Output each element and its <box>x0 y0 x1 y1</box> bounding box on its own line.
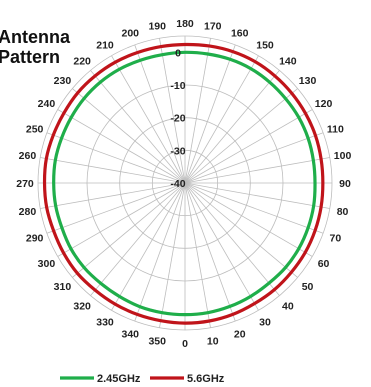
spoke-gridline <box>72 88 186 184</box>
spoke-gridline <box>184 55 259 184</box>
angle-tick-label: 310 <box>54 281 72 293</box>
ring-gridline <box>151 149 219 217</box>
spoke-gridline <box>184 157 330 184</box>
spoke-gridline <box>184 70 280 184</box>
chart-title-line-2: Pattern <box>0 47 61 67</box>
angle-tick-label: 210 <box>96 39 114 51</box>
spoke-gridline <box>90 182 186 296</box>
angle-tick-label: 220 <box>73 55 91 67</box>
spoke-gridline <box>184 38 211 184</box>
angle-tick-label: 300 <box>38 258 56 270</box>
angle-tick-label: 0 <box>182 338 188 350</box>
spoke-gridline <box>159 182 186 328</box>
spoke-gridline <box>90 70 186 184</box>
angle-tick-label: 270 <box>16 178 34 190</box>
angle-tick-label: 350 <box>148 336 166 348</box>
angle-tick-label: 160 <box>231 28 249 40</box>
angle-tick-label: 130 <box>299 75 317 87</box>
radial-tick-label: 0 <box>175 47 181 59</box>
spoke-gridline <box>184 88 298 184</box>
radial-tick-label: -30 <box>170 145 185 157</box>
polar-grid <box>37 35 333 331</box>
angle-tick-label: 70 <box>330 233 342 245</box>
angle-tick-label: 200 <box>122 28 140 40</box>
spoke-gridline <box>184 182 280 296</box>
chart-title-line-1: Antenna <box>0 27 70 47</box>
spoke-gridline <box>184 132 324 184</box>
angle-tick-label: 250 <box>26 123 44 135</box>
angle-tick-label: 60 <box>318 258 330 270</box>
radial-tick-label: -10 <box>170 80 185 92</box>
angle-tick-label: 180 <box>176 18 194 30</box>
angle-tick-label: 150 <box>256 39 274 51</box>
spoke-gridline <box>134 44 186 184</box>
spoke-gridline <box>57 109 186 184</box>
angle-tick-label: 330 <box>96 317 114 329</box>
angle-tick-label: 50 <box>302 281 314 293</box>
ring-gridline <box>119 117 251 249</box>
spoke-gridline <box>184 182 330 209</box>
radial-tick-labels: 0 -10 -20 -30 -40 <box>170 47 185 190</box>
angle-tick-label: 170 <box>204 20 222 32</box>
angle-tick-label: 290 <box>26 233 44 245</box>
angle-tick-label: 100 <box>334 150 352 162</box>
angle-tick-label: 30 <box>259 317 271 329</box>
spoke-gridline <box>184 109 313 184</box>
angle-tick-label: 20 <box>234 328 246 340</box>
spoke-gridline <box>184 182 313 257</box>
angle-tick-label: 320 <box>73 301 91 313</box>
angle-tick-label: 40 <box>282 301 294 313</box>
angle-tick-label: 280 <box>19 206 37 218</box>
angle-tick-label: 140 <box>279 55 297 67</box>
angle-tick-label: 10 <box>207 336 219 348</box>
spoke-gridline <box>159 38 186 184</box>
spoke-gridline <box>57 182 186 257</box>
angle-tick-label: 110 <box>327 123 344 135</box>
angle-tick-label: 120 <box>315 98 333 110</box>
angle-tick-label: 230 <box>54 75 72 87</box>
spoke-gridline <box>184 182 324 234</box>
legend: 2.45GHz 5.6GHz <box>60 373 225 385</box>
spoke-gridline <box>111 55 186 184</box>
series-line-1 <box>42 42 325 325</box>
spoke-gridline <box>40 157 186 184</box>
spoke-gridline <box>184 182 211 328</box>
angle-tick-label: 190 <box>148 20 166 32</box>
spoke-gridline <box>46 132 186 184</box>
angle-tick-label: 90 <box>339 178 351 190</box>
spoke-gridline <box>184 182 259 311</box>
radial-tick-label: -40 <box>170 178 185 190</box>
spoke-gridline <box>184 182 236 322</box>
spoke-gridline <box>40 182 186 209</box>
angle-tick-label: 260 <box>19 150 37 162</box>
legend-label: 5.6GHz <box>187 373 225 385</box>
spoke-gridline <box>184 182 298 278</box>
series-line-0 <box>52 50 317 317</box>
legend-label: 2.45GHz <box>97 373 141 385</box>
spoke-gridline <box>72 182 186 278</box>
series-lines <box>42 42 325 325</box>
spoke-gridline <box>46 182 186 234</box>
spoke-gridline <box>111 182 186 311</box>
angle-tick-label: 80 <box>337 206 349 218</box>
angle-tick-label: 240 <box>38 98 56 110</box>
radial-tick-label: -20 <box>170 113 185 125</box>
angle-tick-label: 340 <box>122 328 140 340</box>
spoke-gridline <box>134 182 186 322</box>
ring-gridline <box>37 35 333 331</box>
ring-gridline <box>86 84 284 282</box>
spoke-gridline <box>184 44 236 184</box>
